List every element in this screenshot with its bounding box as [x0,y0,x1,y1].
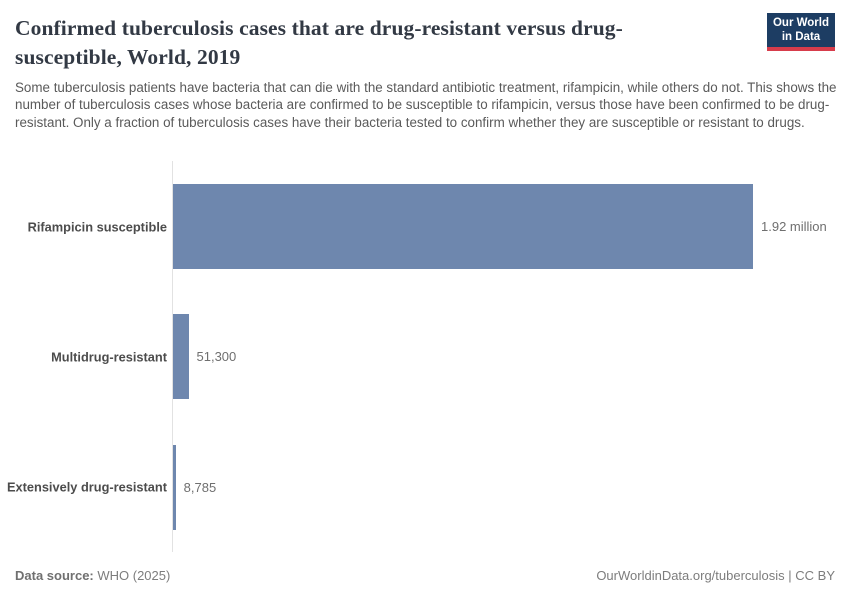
value-label: 1.92 million [761,219,827,234]
citation-link[interactable]: OurWorldinData.org/tuberculosis [596,568,785,583]
owid-logo[interactable]: Our World in Data [767,13,835,51]
chart-row-multidrug-resistant: Multidrug-resistant 51,300 [0,314,840,399]
data-source-value: WHO (2025) [93,568,171,583]
citation-license: CC BY [795,568,835,583]
bar-extensively-drug-resistant[interactable] [173,444,176,530]
owid-logo-line1: Our World [772,17,829,29]
value-label: 51,300 [196,349,237,364]
chart-footer: Data source: WHO (2025) OurWorldinData.o… [15,568,835,584]
category-label: Multidrug-resistant [51,349,167,364]
chart-subtitle: Some tuberculosis patients have bacteria… [15,80,837,130]
citation: OurWorldinData.org/tuberculosis | CC BY [596,568,835,584]
data-source-label: Data source: [15,568,94,583]
chart-title: Confirmed tuberculosis cases that are dr… [15,16,623,69]
chart-row-extensively-drug-resistant: Extensively drug-resistant 8,785 [0,444,840,530]
data-source: Data source: WHO (2025) [15,568,170,584]
bar-chart: Rifampicin susceptible 1.92 million Mult… [0,161,850,552]
owid-logo-line2: in Data [781,30,821,43]
category-label: Extensively drug-resistant [6,479,167,495]
citation-separator: | [784,568,796,583]
category-label: Rifampicin susceptible [27,219,167,234]
bar-area: 1.92 million [173,184,840,269]
bar-rifampicin-susceptible[interactable] [173,184,753,269]
bar-area: 51,300 [173,314,840,399]
y-axis-line [171,161,173,552]
value-label: 8,785 [183,479,217,495]
bar-area: 8,785 [173,444,840,530]
bar-multidrug-resistant[interactable] [173,314,189,399]
chart-row-rifampicin-susceptible: Rifampicin susceptible 1.92 million [0,184,840,269]
